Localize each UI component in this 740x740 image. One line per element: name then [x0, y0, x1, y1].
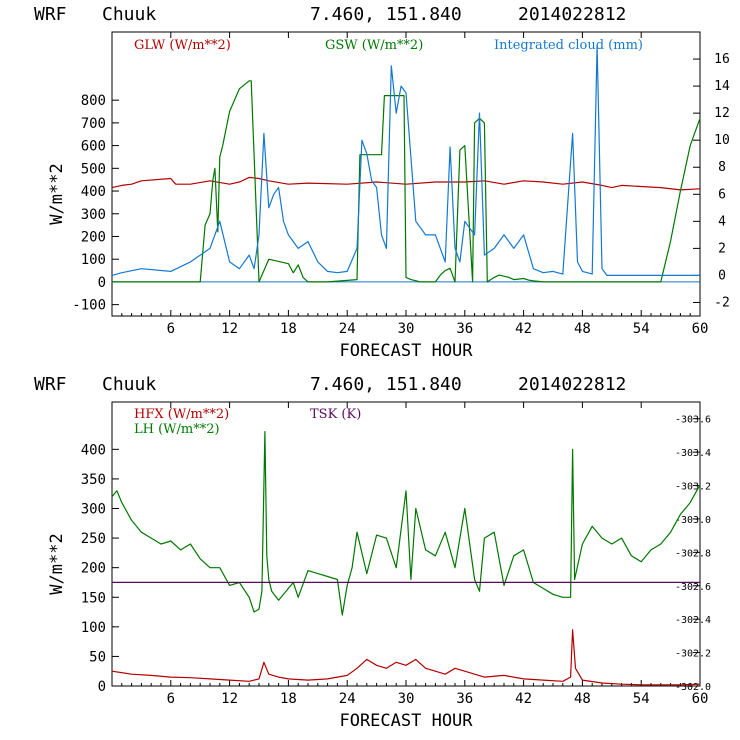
x-tick-label: 30 [398, 691, 415, 707]
y2-tick-label: -2 [714, 295, 730, 310]
x-tick-label: 6 [167, 321, 175, 337]
series-line-hfx [111, 629, 701, 686]
y2-tick-label: -302.8 [675, 548, 711, 559]
header-station: Chuuk [102, 374, 156, 395]
series-line-lh [111, 431, 701, 616]
x-tick-label: 24 [339, 691, 356, 707]
legend-entry: LH (W/m**2) [134, 422, 220, 437]
legend-entry: GSW (W/m**2) [325, 38, 423, 53]
x-tick-label: 12 [221, 321, 238, 337]
y2-tick-label: 6 [718, 187, 726, 202]
y2-tick-label: 10 [714, 133, 730, 148]
x-tick-label: 12 [221, 691, 238, 707]
y2-tick-label: -302.4 [675, 615, 711, 626]
header-coords: 7.460, 151.840 [310, 4, 462, 25]
y-tick-label: 400 [81, 442, 106, 458]
y-axis-label: W/m**2 [47, 533, 67, 594]
y2-tick-label: 2 [718, 241, 726, 256]
y2-tick-label: -302.2 [675, 649, 711, 660]
y-tick-label: 100 [81, 252, 106, 268]
y-tick-label: 500 [81, 161, 106, 177]
header-station: Chuuk [102, 4, 156, 25]
y2-tick-label: -303.4 [675, 448, 711, 459]
y-tick-label: 150 [81, 590, 106, 606]
header-init-time: 2014022812 [518, 374, 626, 395]
y-tick-label: 600 [81, 139, 106, 155]
y2-tick-label: 14 [714, 79, 730, 94]
y-tick-label: 0 [98, 679, 106, 695]
x-tick-label: 36 [456, 321, 473, 337]
x-tick-label: 36 [456, 691, 473, 707]
y-axis-label: W/m**2 [47, 163, 67, 224]
x-tick-label: 48 [574, 321, 591, 337]
y-tick-label: 800 [81, 93, 106, 109]
header-model: WRF [34, 4, 67, 25]
x-axis-label: FORECAST HOUR [339, 711, 473, 731]
x-tick-label: 24 [339, 321, 356, 337]
y-tick-label: 100 [81, 620, 106, 636]
y-tick-label: 200 [81, 229, 106, 245]
y2-tick-label: 16 [714, 52, 730, 67]
x-tick-label: 60 [692, 691, 709, 707]
x-tick-label: 42 [515, 691, 532, 707]
x-tick-label: 18 [280, 691, 297, 707]
legend-entry: GLW (W/m**2) [134, 38, 231, 53]
y-tick-label: 700 [81, 116, 106, 132]
y2-tick-label: -303.6 [675, 415, 711, 426]
x-tick-label: 30 [398, 321, 415, 337]
y-tick-label: 350 [81, 472, 106, 488]
y2-tick-label: -302.6 [675, 582, 711, 593]
y2-tick-label: -303.2 [675, 482, 711, 493]
y-tick-label: 400 [81, 184, 106, 200]
header-model: WRF [34, 374, 67, 395]
x-tick-label: 42 [515, 321, 532, 337]
y2-tick-label: 4 [718, 214, 726, 229]
header-coords: 7.460, 151.840 [310, 374, 462, 395]
x-tick-label: 18 [280, 321, 297, 337]
x-tick-label: 48 [574, 691, 591, 707]
y2-tick-label: 0 [718, 268, 726, 283]
series-line-integrated [111, 44, 700, 276]
legend-entry: TSK (K) [310, 407, 361, 422]
x-tick-label: 6 [167, 691, 175, 707]
y-tick-label: 300 [81, 502, 106, 518]
series-line-gsw [112, 80, 701, 283]
y2-tick-label: -303.0 [675, 515, 711, 526]
x-tick-label: 54 [633, 691, 650, 707]
y2-tick-label: 8 [718, 160, 726, 175]
legend-entry: Integrated cloud (mm) [494, 38, 643, 53]
x-axis-label: FORECAST HOUR [339, 341, 473, 361]
y-tick-label: 0 [98, 275, 106, 291]
x-tick-label: 54 [633, 321, 650, 337]
y2-tick-label: 12 [714, 106, 730, 121]
y-tick-label: 250 [81, 531, 106, 547]
y-tick-label: -100 [72, 298, 106, 314]
series-line-glw [111, 176, 701, 191]
x-tick-label: 60 [692, 321, 709, 337]
legend-entry: HFX (W/m**2) [134, 407, 229, 422]
header-init-time: 2014022812 [518, 4, 626, 25]
y2-tick-label: -302.0 [675, 682, 711, 693]
y-tick-label: 300 [81, 207, 106, 223]
y-tick-label: 200 [81, 561, 106, 577]
y-tick-label: 50 [89, 649, 106, 665]
